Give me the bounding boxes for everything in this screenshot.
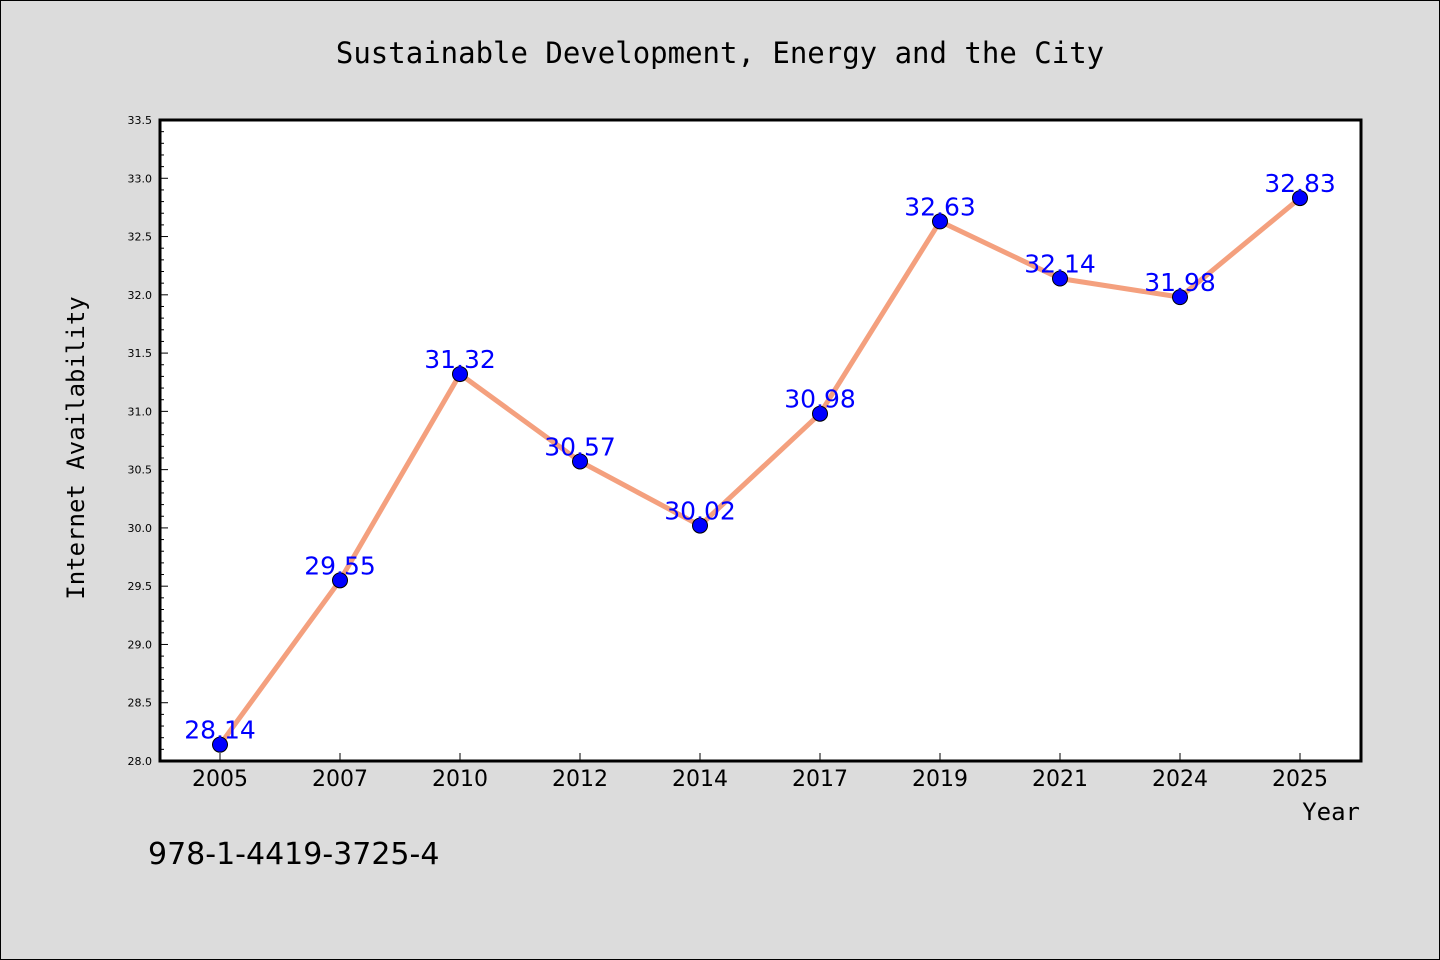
- series-line: [217, 195, 1303, 748]
- y-tick-label: 32.5: [128, 231, 153, 244]
- data-point: [1172, 289, 1188, 306]
- y-tick-label: 28.0: [128, 755, 153, 768]
- y-tick-label: 29.0: [128, 638, 153, 651]
- data-point: [332, 572, 348, 589]
- x-tick-label: 2005: [192, 767, 248, 792]
- data-point: [692, 517, 708, 534]
- plot-area: [158, 118, 1363, 763]
- data-point: [812, 405, 828, 422]
- x-axis-label: Year: [1302, 798, 1360, 826]
- data-label: 28.14: [184, 716, 256, 745]
- data-point: [212, 736, 228, 753]
- x-axis: 2005 2007 2010 2012 2014 2017 2019 2021 2024 2025: [192, 753, 1328, 792]
- y-tick-label: 30.0: [128, 522, 153, 535]
- data-label: 32.83: [1264, 169, 1336, 198]
- y-tick-label: 33.5: [128, 114, 153, 127]
- data-label: 30.57: [544, 432, 616, 461]
- data-point: [932, 213, 948, 230]
- y-tick-label: 31.5: [128, 347, 153, 360]
- series-line-group: [217, 195, 1303, 748]
- data-point: [1292, 190, 1308, 207]
- chart-title: Sustainable Development, Energy and the …: [336, 36, 1104, 70]
- y-tick-label: 33.0: [128, 172, 153, 185]
- data-label: 32.14: [1024, 250, 1096, 279]
- y-tick-label: 31.0: [128, 405, 153, 418]
- data-point: [572, 453, 588, 470]
- y-tick-label: 28.5: [128, 697, 153, 710]
- y-axis-label: Internet Availability: [62, 296, 90, 599]
- x-tick-label: 2024: [1152, 767, 1208, 792]
- y-tick-label: 29.5: [128, 580, 153, 593]
- data-label: 32.63: [904, 192, 976, 221]
- data-label: 31.98: [1144, 268, 1216, 297]
- data-label: 31.32: [424, 345, 496, 374]
- markers-group: [212, 190, 1308, 753]
- y-tick-label: 30.5: [128, 464, 153, 477]
- data-label: 30.98: [784, 385, 856, 414]
- footnote-isbn: 978-1-4419-3725-4: [148, 837, 439, 872]
- data-label: 30.02: [664, 497, 736, 526]
- x-tick-label: 2014: [672, 767, 728, 792]
- x-tick-label: 2007: [312, 767, 368, 792]
- y-axis: 28.0 28.5 29.0 29.5 30.0 30.5 31.0 31.5 32.0 32.5…: [128, 114, 168, 768]
- x-tick-label: 2021: [1032, 767, 1088, 792]
- data-labels-group: 28.14 29.55 31.32 30.57 30.02 30.98 32.63 32.14…: [184, 169, 1336, 745]
- data-point: [1052, 270, 1068, 287]
- x-tick-label: 2010: [432, 767, 488, 792]
- x-tick-label: 2025: [1272, 767, 1328, 792]
- data-label: 29.55: [304, 551, 376, 580]
- data-point: [452, 366, 468, 383]
- x-tick-label: 2012: [552, 767, 608, 792]
- x-tick-label: 2019: [912, 767, 968, 792]
- y-tick-label: 32.0: [128, 289, 153, 302]
- x-tick-label: 2017: [792, 767, 848, 792]
